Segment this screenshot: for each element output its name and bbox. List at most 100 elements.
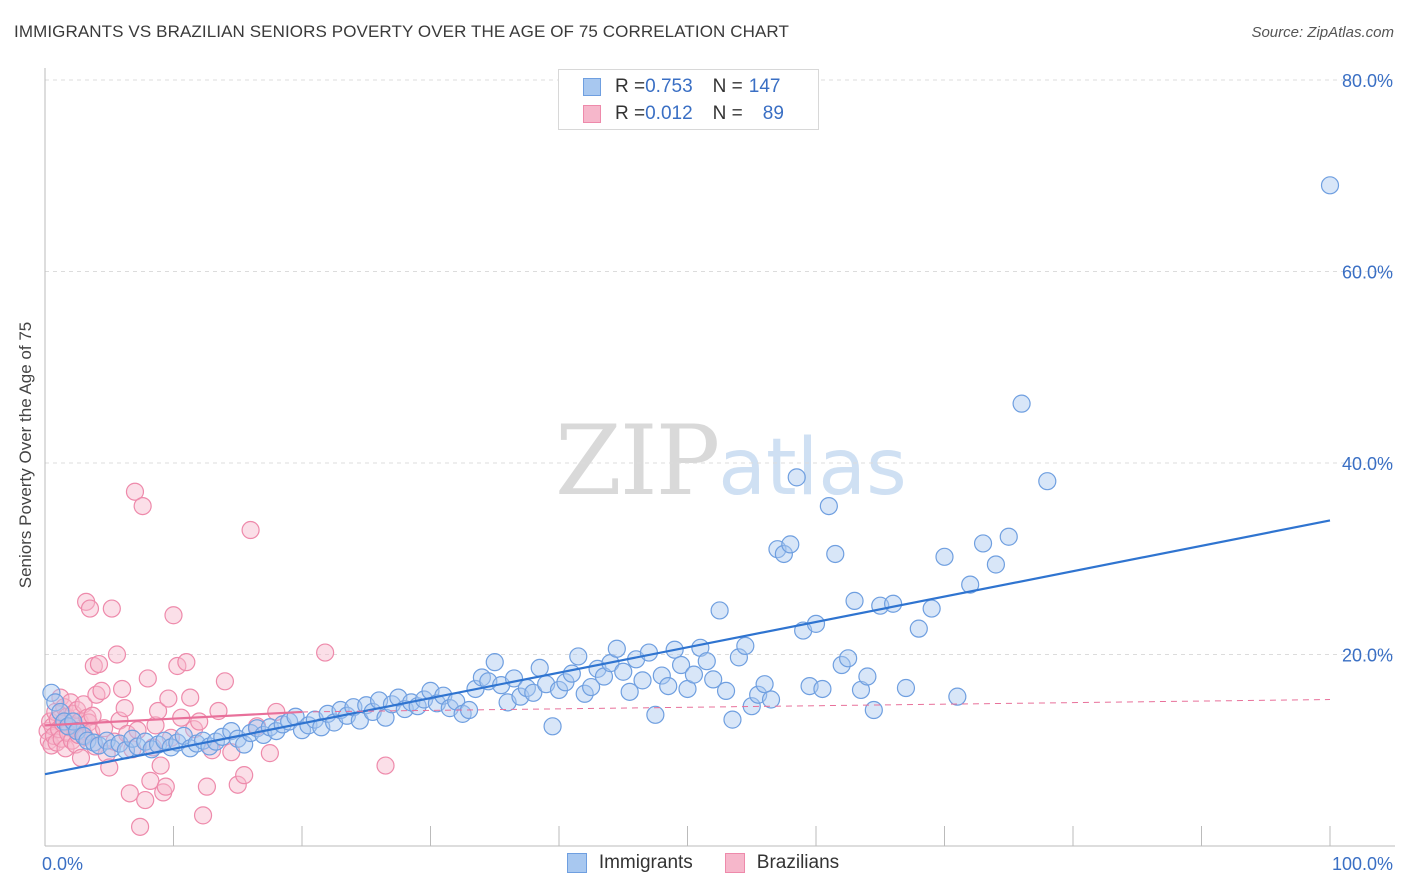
brazilians-point <box>89 654 109 674</box>
brazilians-point <box>138 669 157 688</box>
x-tick-label: 0.0% <box>42 854 83 874</box>
immigrants-point <box>543 717 562 736</box>
immigrants-point <box>485 653 504 672</box>
immigrants-point <box>235 735 254 754</box>
immigrants-point <box>582 677 601 697</box>
brazilians-point <box>133 496 152 516</box>
legend-n-value-immigrants: 147 <box>748 76 781 97</box>
immigrants-point <box>684 665 704 684</box>
immigrants-point <box>813 679 832 699</box>
immigrants-point <box>826 544 845 564</box>
immigrants-point <box>716 681 736 700</box>
legend-row-brazilians: R = 0.012 N = 89 <box>583 101 784 127</box>
immigrants-point <box>697 652 716 671</box>
axes <box>44 68 1395 847</box>
brazilians-point <box>83 706 102 725</box>
legend-swatch-brazilians <box>583 105 601 123</box>
immigrants-point <box>999 527 1018 546</box>
watermark-zip: ZIP <box>555 405 720 517</box>
immigrants-point <box>530 658 549 678</box>
grid-lines <box>45 79 1395 655</box>
brazilians-point <box>115 699 134 718</box>
brazilians-point <box>156 777 175 796</box>
chart-source: Source: ZipAtlas.com <box>1251 24 1394 41</box>
immigrants-point <box>948 687 967 706</box>
brazilians-point <box>151 756 170 775</box>
brazilians-point <box>177 653 196 672</box>
zipatlas-watermark: ZIPatlas <box>555 405 907 517</box>
tick-labels: 20.0% 40.0% 60.0% 80.0% 0.0% 100.0% <box>42 71 1393 874</box>
immigrants-point <box>1320 176 1340 195</box>
series-label-immigrants: Immigrants <box>598 852 693 873</box>
immigrants-point <box>986 555 1006 574</box>
series-label-brazilians: Brazilians <box>756 852 840 873</box>
correlation-legend: R = 0.753 N = 147 R = 0.012 N = 89 <box>558 69 819 130</box>
brazilians-points <box>38 482 395 836</box>
brazilians-point <box>125 482 145 501</box>
immigrants-point <box>646 705 665 724</box>
brazilians-point <box>107 645 127 664</box>
brazilians-point <box>71 748 91 768</box>
immigrants-point <box>736 636 755 655</box>
immigrants-trend-line <box>44 519 1331 776</box>
brazilians-point <box>146 716 165 735</box>
immigrants-point <box>832 655 851 675</box>
brazilians-point <box>241 520 260 540</box>
immigrants-point <box>659 676 678 696</box>
immigrants-point <box>42 683 61 702</box>
immigrants-point <box>575 684 594 703</box>
immigrants-point <box>845 591 864 610</box>
brazilians-point <box>168 656 187 676</box>
legend-r-value-immigrants: 0.753 <box>645 76 693 97</box>
brazilians-point <box>112 679 132 699</box>
brazilians-point <box>102 599 121 618</box>
immigrants-point <box>569 647 588 666</box>
immigrants-point <box>639 643 659 662</box>
series-legend-brazilians: Brazilians <box>724 852 840 874</box>
brazilians-trend-line <box>44 710 303 727</box>
legend-swatch-immigrants <box>583 78 601 96</box>
immigrants-point <box>524 683 543 702</box>
series-swatch-immigrants <box>566 853 587 873</box>
immigrants-point <box>755 675 774 694</box>
immigrants-point <box>858 667 877 686</box>
immigrants-point <box>935 547 954 566</box>
immigrants-point <box>671 655 691 675</box>
y-tick-label: 40.0% <box>1342 454 1393 474</box>
legend-r-value-brazilians: 0.012 <box>645 103 693 124</box>
immigrants-point <box>787 468 806 487</box>
immigrants-point <box>620 682 639 701</box>
brazilians-point <box>228 775 247 794</box>
brazilians-point <box>120 784 139 803</box>
brazilians-point <box>130 817 150 836</box>
watermark-atlas: atlas <box>718 423 907 513</box>
legend-r-label: R = <box>615 103 646 124</box>
x-tick-label: 100.0% <box>1332 854 1393 874</box>
trend-lines <box>44 519 1331 776</box>
brazilians-point <box>80 599 100 618</box>
brazilians-point <box>159 689 178 708</box>
brazilians-point <box>197 777 217 796</box>
immigrants-point <box>1012 394 1031 413</box>
brazilians-point <box>164 606 183 625</box>
y-tick-label: 20.0% <box>1342 646 1393 666</box>
immigrants-point <box>64 712 83 731</box>
immigrants-point <box>633 671 652 690</box>
immigrants-point <box>607 639 626 658</box>
immigrants-point <box>883 594 903 613</box>
immigrants-point <box>761 690 781 709</box>
immigrants-point <box>729 648 749 667</box>
immigrants-point <box>710 601 729 620</box>
legend-row-immigrants: R = 0.753 N = 147 <box>583 74 780 100</box>
series-swatch-brazilians <box>724 853 745 873</box>
brazilians-point <box>235 766 254 785</box>
brazilians-point <box>260 744 279 763</box>
brazilians-point <box>193 806 213 825</box>
immigrants-point <box>704 670 723 689</box>
series-legend: Immigrants Brazilians <box>0 852 1406 874</box>
brazilians-point <box>190 712 209 731</box>
brazilians-point <box>376 756 395 775</box>
legend-r-label: R = <box>615 76 646 97</box>
immigrants-point <box>46 693 65 712</box>
